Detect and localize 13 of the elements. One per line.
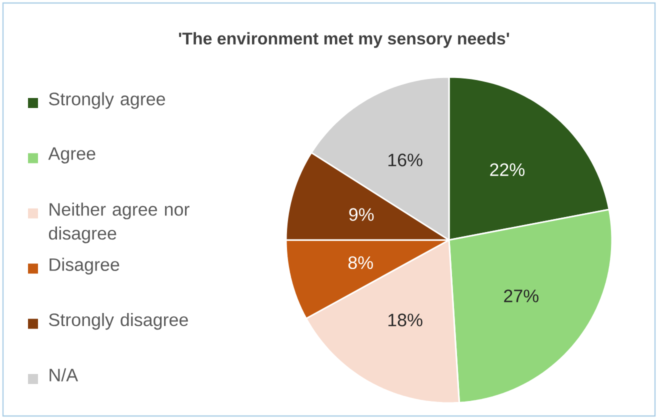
- legend-label: Agree: [48, 147, 96, 164]
- data-label: 27%: [504, 290, 538, 302]
- legend-label: Strongly disagree: [49, 312, 188, 330]
- legend-label: Neither agree nor disagree: [48, 202, 190, 244]
- legend-label: Strongly agree: [49, 92, 166, 109]
- data-label: 16%: [388, 154, 422, 166]
- legend-label: N/A: [50, 368, 78, 382]
- data-label: 8%: [348, 256, 373, 270]
- data-label: 22%: [490, 163, 525, 176]
- data-label: 9%: [349, 208, 374, 221]
- legend-label: Disagree: [50, 258, 120, 275]
- chart-title: 'The environment met my sensory needs': [178, 32, 510, 48]
- data-label: 18%: [388, 314, 422, 326]
